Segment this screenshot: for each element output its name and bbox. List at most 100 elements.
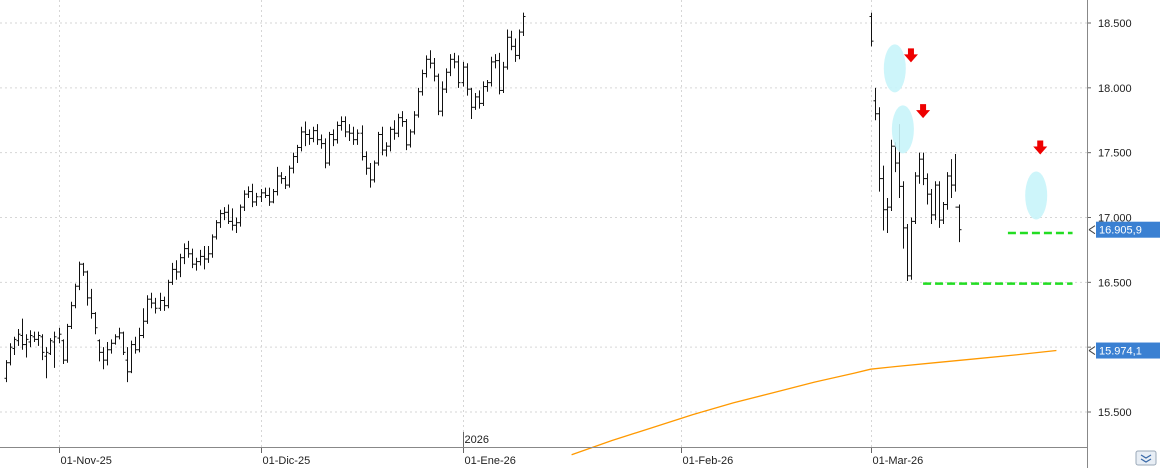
y-tick-label: 17.500 [1098,148,1132,160]
ohlc-bar [953,153,958,208]
ohlc-bar [109,339,114,354]
ohlc-bar [69,301,74,330]
down-arrow-icon [1033,140,1048,155]
ohlc-bar [368,163,373,188]
ohlc-bar [319,134,324,149]
ohlc-bar [921,152,926,186]
ohlc-bar [327,131,332,166]
price-tag: 15.974,1 [1088,342,1160,359]
ohlc-bar [113,334,118,345]
ohlc-bar [901,181,906,249]
ohlc-bar [162,296,167,311]
ohlc-bar [873,87,878,121]
ohlc-bar [283,176,288,189]
double-chevron-icon [1140,454,1152,463]
ohlc-bar [461,61,466,87]
ohlc-bar [408,129,413,148]
ohlc-bar [137,327,142,353]
ohlc-bar [432,58,437,82]
ohlc-bar [501,61,506,94]
x-tick-label: 01-Feb-26 [683,455,734,467]
ohlc-bar [517,29,522,60]
x-tick-label: 01-Ene-26 [465,455,516,467]
ohlc-bar [372,160,377,183]
ohlc-bar [141,308,146,339]
ohlc-bar [81,262,86,276]
ohlc-bar [65,323,70,363]
ohlc-bar [48,338,53,355]
ohlc-bar [343,116,348,138]
ohlc-bar [477,90,482,109]
ohlc-bar [190,248,195,269]
ohlc-bar [206,246,211,263]
ohlc-bar [420,69,425,96]
ohlc-bar [400,111,405,127]
ohlc-bar [469,87,474,119]
ohlc-bar [24,334,29,358]
ohlc-bar [101,347,106,370]
price-tag-pointer [1088,346,1096,355]
ohlc-bar [905,223,910,282]
price-tags: 16.905,9 15.974,1 [1088,221,1160,359]
ohlc-bar [877,107,882,192]
y-tick-label: 16.500 [1098,277,1132,289]
ohlc-bar [885,198,890,234]
ohlc-bar [287,165,292,188]
ohlc-bar [473,93,478,110]
ohlc-bar [133,336,138,354]
ohlc-bar [254,192,259,206]
ohlc-bar [40,334,45,361]
ohlc-bar [913,172,918,224]
price-tag-label: 15.974,1 [1099,346,1142,358]
ohlc-bar [230,208,235,231]
price-tag-pointer [1088,225,1096,235]
ohlc-bar [202,246,207,270]
ohlc-bar [226,204,231,224]
ohlc-bar [85,270,90,306]
price-tag-label: 16.905,9 [1099,225,1142,237]
ohlc-bar [331,129,336,147]
scroll-control[interactable] [1135,450,1157,466]
x-tick-label: 01-Dic-25 [263,455,311,467]
ohlc-bar [61,339,66,365]
ohlc-bar [20,318,25,350]
ohlc-bar [125,347,130,383]
ohlc-bar [12,336,17,355]
x-tick-label: 01-Nov-25 [61,455,112,467]
ohlc-bar [949,159,954,199]
moving-average-line [571,349,1057,456]
axes: 15.500 16.500 17.000 17.500 18.000 18.500 01-N… [0,0,1132,468]
grid [0,0,1087,447]
ohlc-bar [73,283,78,309]
ohlc-bar [456,55,461,88]
ohlc-bar [465,63,470,96]
y-tick-label: 18.500 [1098,18,1132,30]
ohlc-bar [424,55,429,78]
ohlc-bar [360,125,365,161]
ohlc-bar [166,279,171,309]
ohlc-bar [158,292,163,311]
ohlc-bar [129,340,134,374]
ohlc-bar [174,260,179,280]
price-tag: 16.905,9 [1088,221,1160,238]
ohlc-bar [210,234,215,258]
ohlc-bar [271,188,276,204]
ohlc-bar [238,204,243,227]
ohlc-bar [149,292,154,309]
ohlc-bar [881,165,886,231]
ohlc-bar [335,121,340,144]
moving-average [571,349,1057,456]
x-tick-label: 01-Mar-26 [873,455,924,467]
ohlc-bar [194,257,199,271]
ohlc-bar [77,261,82,291]
highlight-ellipse [891,105,914,154]
ohlc-bar [485,80,490,92]
ohlc-bar [347,124,352,141]
ohlc-bar [889,139,894,212]
ohlc-bar [307,129,312,145]
ohlc-bar [933,181,938,221]
ohlc-bar [376,131,381,166]
ohlc-bar [388,126,393,152]
ohlc-bar [32,331,37,342]
ohlc-bar [214,220,219,240]
